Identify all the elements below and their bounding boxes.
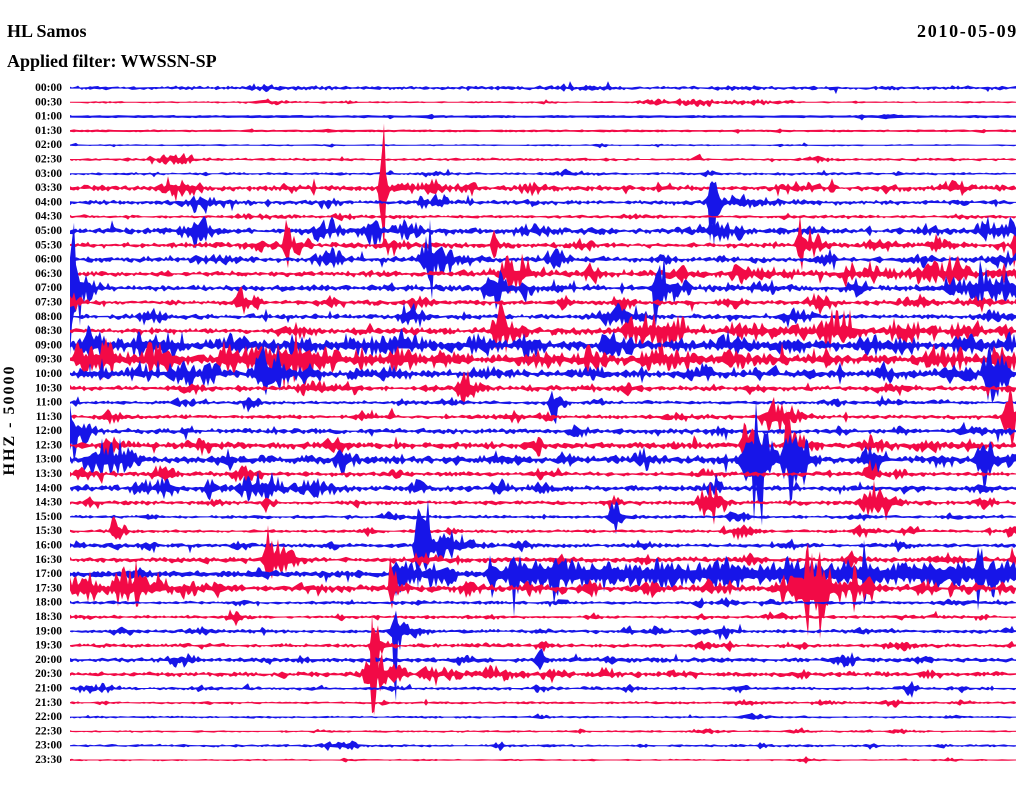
svg-text:19:30: 19:30: [35, 640, 62, 652]
svg-text:10:30: 10:30: [35, 382, 62, 394]
svg-text:17:00: 17:00: [35, 568, 62, 580]
svg-text:10:00: 10:00: [35, 368, 62, 380]
svg-text:07:30: 07:30: [35, 297, 62, 309]
svg-text:2010-05-09: 2010-05-09: [917, 21, 1018, 41]
svg-text:02:30: 02:30: [35, 154, 62, 166]
svg-text:09:00: 09:00: [35, 339, 62, 351]
svg-text:02:00: 02:00: [35, 139, 62, 151]
svg-text:12:00: 12:00: [35, 425, 62, 437]
svg-text:21:00: 21:00: [35, 683, 62, 695]
svg-text:14:30: 14:30: [35, 497, 62, 509]
svg-text:18:30: 18:30: [35, 611, 62, 623]
svg-text:05:00: 05:00: [35, 225, 62, 237]
svg-text:Applied filter: WWSSN-SP: Applied filter: WWSSN-SP: [7, 51, 217, 71]
svg-text:17:30: 17:30: [35, 582, 62, 594]
svg-text:07:00: 07:00: [35, 282, 62, 294]
svg-text:18:00: 18:00: [35, 597, 62, 609]
svg-text:16:00: 16:00: [35, 540, 62, 552]
svg-text:19:00: 19:00: [35, 625, 62, 637]
svg-text:23:00: 23:00: [35, 740, 62, 752]
svg-text:13:00: 13:00: [35, 454, 62, 466]
svg-text:01:00: 01:00: [35, 111, 62, 123]
svg-text:12:30: 12:30: [35, 439, 62, 451]
svg-text:22:00: 22:00: [35, 711, 62, 723]
svg-text:09:30: 09:30: [35, 354, 62, 366]
svg-text:00:30: 00:30: [35, 96, 62, 108]
svg-text:14:00: 14:00: [35, 482, 62, 494]
svg-text:HHZ - 50000: HHZ - 50000: [1, 365, 18, 476]
svg-text:04:00: 04:00: [35, 196, 62, 208]
svg-text:06:30: 06:30: [35, 268, 62, 280]
svg-text:20:30: 20:30: [35, 668, 62, 680]
svg-text:05:30: 05:30: [35, 239, 62, 251]
svg-text:03:00: 03:00: [35, 168, 62, 180]
svg-text:11:00: 11:00: [36, 397, 62, 409]
svg-text:08:00: 08:00: [35, 311, 62, 323]
svg-text:04:30: 04:30: [35, 211, 62, 223]
svg-text:13:30: 13:30: [35, 468, 62, 480]
svg-text:08:30: 08:30: [35, 325, 62, 337]
svg-text:23:30: 23:30: [35, 754, 62, 766]
svg-text:15:00: 15:00: [35, 511, 62, 523]
svg-text:11:30: 11:30: [36, 411, 62, 423]
svg-text:16:30: 16:30: [35, 554, 62, 566]
svg-text:20:00: 20:00: [35, 654, 62, 666]
svg-text:21:30: 21:30: [35, 697, 62, 709]
svg-text:00:00: 00:00: [35, 82, 62, 94]
svg-text:HL Samos: HL Samos: [7, 21, 87, 41]
svg-text:01:30: 01:30: [35, 125, 62, 137]
svg-text:15:30: 15:30: [35, 525, 62, 537]
svg-text:22:30: 22:30: [35, 725, 62, 737]
svg-text:03:30: 03:30: [35, 182, 62, 194]
svg-text:06:00: 06:00: [35, 254, 62, 266]
